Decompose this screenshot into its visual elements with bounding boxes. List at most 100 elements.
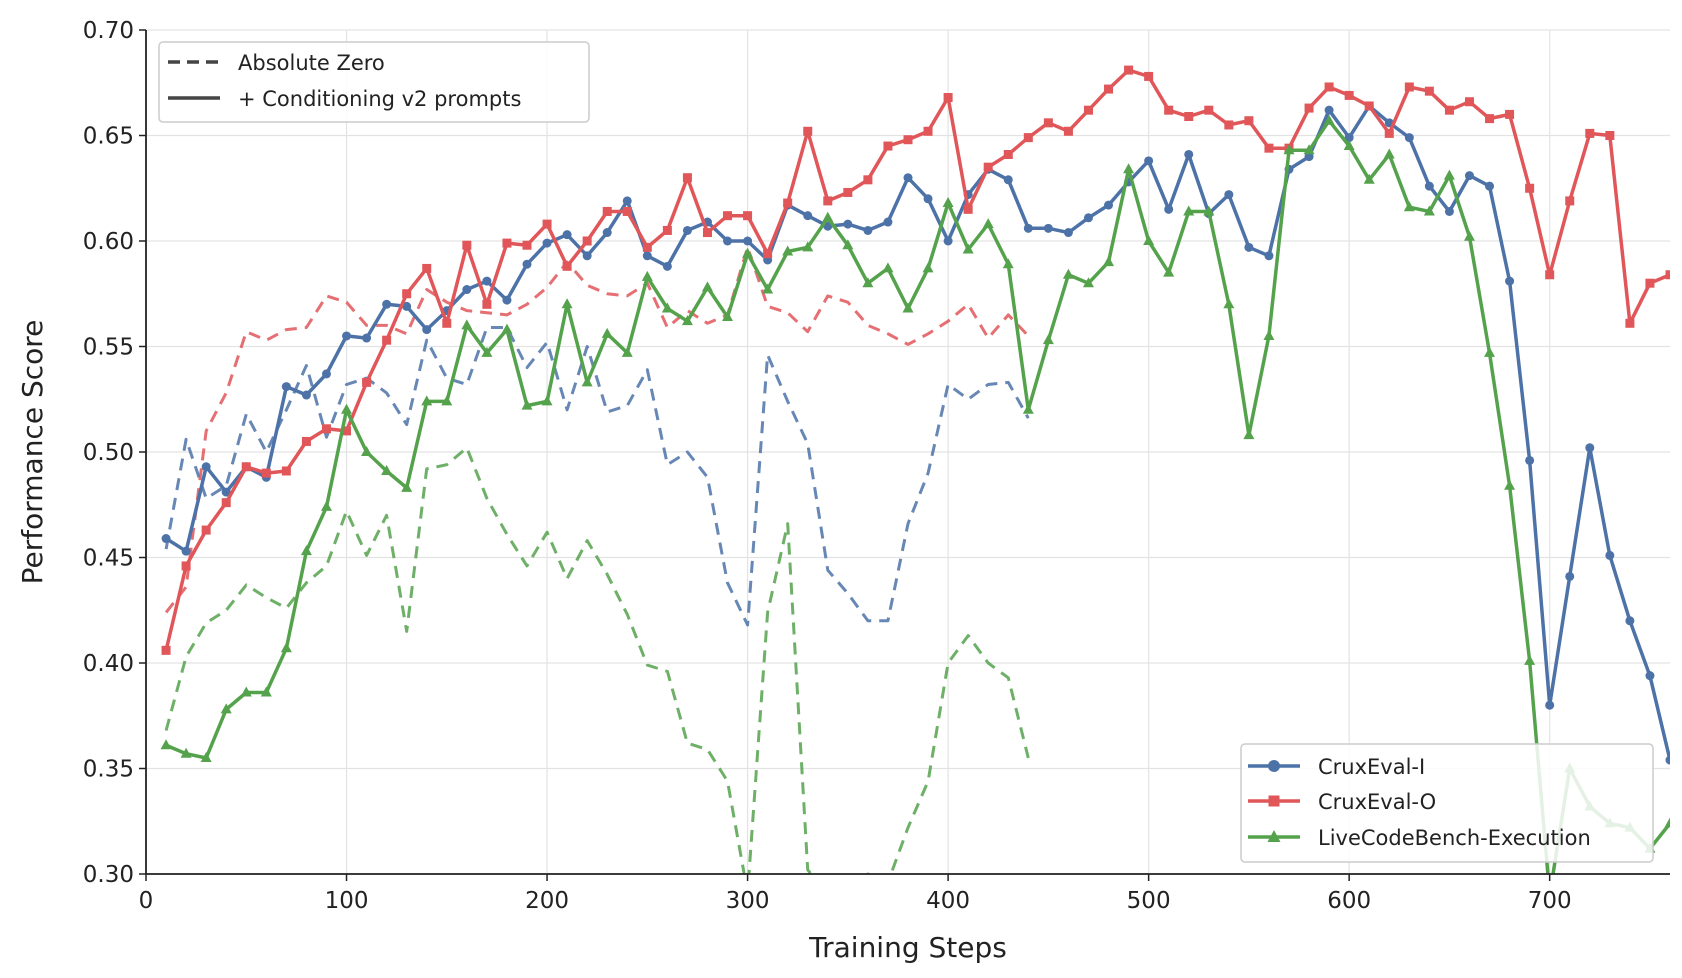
y-tick-label: 0.45 [83, 546, 134, 572]
data-point [1022, 403, 1034, 414]
data-point [1443, 169, 1455, 180]
series-line-livecodebench-execution [165, 118, 1670, 874]
style-legend-label-dashed: Absolute Zero [238, 51, 385, 75]
x-tick-label: 500 [1127, 888, 1171, 914]
data-point [1344, 133, 1354, 143]
data-point [1344, 90, 1354, 100]
data-point [220, 703, 232, 714]
data-point [561, 298, 573, 309]
data-point [1404, 133, 1414, 143]
data-point [1363, 173, 1375, 184]
data-point [1463, 230, 1475, 241]
data-point [1645, 278, 1655, 288]
series-cruxeval-i [161, 101, 1670, 765]
data-point [923, 194, 933, 204]
data-point [1244, 116, 1254, 126]
data-point [1645, 671, 1655, 681]
grid [145, 29, 1670, 875]
data-point [1423, 205, 1435, 216]
data-point [883, 141, 893, 151]
circle-marker-icon [1268, 760, 1280, 772]
x-tick-label: 200 [525, 888, 569, 914]
data-point [1545, 270, 1555, 280]
square-marker-icon [1268, 795, 1280, 807]
data-point [1164, 105, 1174, 115]
data-point [1264, 251, 1274, 261]
data-point [1404, 82, 1414, 92]
data-point [320, 500, 332, 511]
data-point [1403, 201, 1415, 212]
data-point [1203, 205, 1215, 216]
data-point [1444, 105, 1454, 115]
data-point [962, 243, 974, 254]
data-point [1063, 228, 1073, 238]
data-point [1224, 190, 1234, 200]
series-line-cruxeval-o [164, 68, 1670, 651]
data-point [823, 196, 833, 206]
data-point [723, 236, 733, 246]
data-point [1003, 175, 1013, 185]
data-point [1243, 429, 1255, 440]
data-point [1625, 318, 1635, 328]
y-tick-label: 0.50 [83, 440, 134, 466]
data-point [240, 686, 252, 697]
data-point [362, 333, 372, 343]
data-point [1525, 455, 1535, 465]
data-point [1023, 223, 1033, 233]
series-cruxeval-i-absolute-zero [164, 326, 1030, 627]
data-point [1605, 550, 1615, 560]
data-point [1343, 140, 1355, 151]
data-point [1424, 181, 1434, 191]
data-point [803, 126, 813, 136]
data-point [1063, 126, 1073, 136]
series-legend-label-cruxeval-o: CruxEval-O [1318, 790, 1436, 814]
data-point [1665, 270, 1670, 280]
data-point [1625, 616, 1635, 626]
data-point [922, 262, 934, 273]
data-point [361, 446, 373, 456]
data-point [621, 346, 633, 357]
y-axis-title: Performance Score [16, 320, 49, 585]
series-line-cruxeval-i [165, 104, 1670, 761]
data-point [482, 276, 492, 286]
data-point [1003, 149, 1013, 159]
data-point [943, 236, 953, 246]
data-point [662, 225, 672, 235]
data-point [1464, 97, 1474, 107]
data-point [582, 251, 592, 261]
data-point [241, 462, 251, 472]
data-point [1505, 276, 1515, 286]
data-point [1303, 144, 1315, 155]
data-point [362, 377, 372, 387]
series-legend-label-cruxeval-i: CruxEval-I [1318, 755, 1425, 779]
data-point [903, 135, 913, 145]
data-point [482, 299, 492, 309]
data-point [622, 196, 632, 206]
data-point [682, 173, 692, 183]
data-point [1163, 266, 1175, 277]
data-point [180, 747, 192, 758]
data-point [501, 323, 513, 334]
data-point [1525, 183, 1535, 193]
data-point [1263, 329, 1275, 340]
style-legend-frame [158, 41, 590, 123]
data-point [1103, 256, 1115, 267]
data-point [341, 403, 353, 414]
series-line-livecodebench-execution-absolute-zero [164, 446, 1030, 874]
data-point [803, 211, 813, 221]
series-legend-frame [1240, 743, 1654, 863]
data-point [382, 335, 392, 345]
data-point [1104, 200, 1114, 210]
x-tick-label: 100 [325, 888, 369, 914]
data-point [1504, 479, 1516, 490]
data-point [160, 739, 172, 750]
data-point [782, 245, 794, 256]
data-point [581, 376, 593, 387]
data-point [1304, 103, 1314, 113]
data-point [1164, 204, 1174, 214]
data-point [522, 259, 532, 269]
data-point [681, 315, 693, 326]
data-point [1204, 105, 1214, 115]
data-point [1324, 105, 1334, 115]
series-legend: CruxEval-I CruxEval-O LiveCodeBench-Exec… [1240, 743, 1654, 863]
